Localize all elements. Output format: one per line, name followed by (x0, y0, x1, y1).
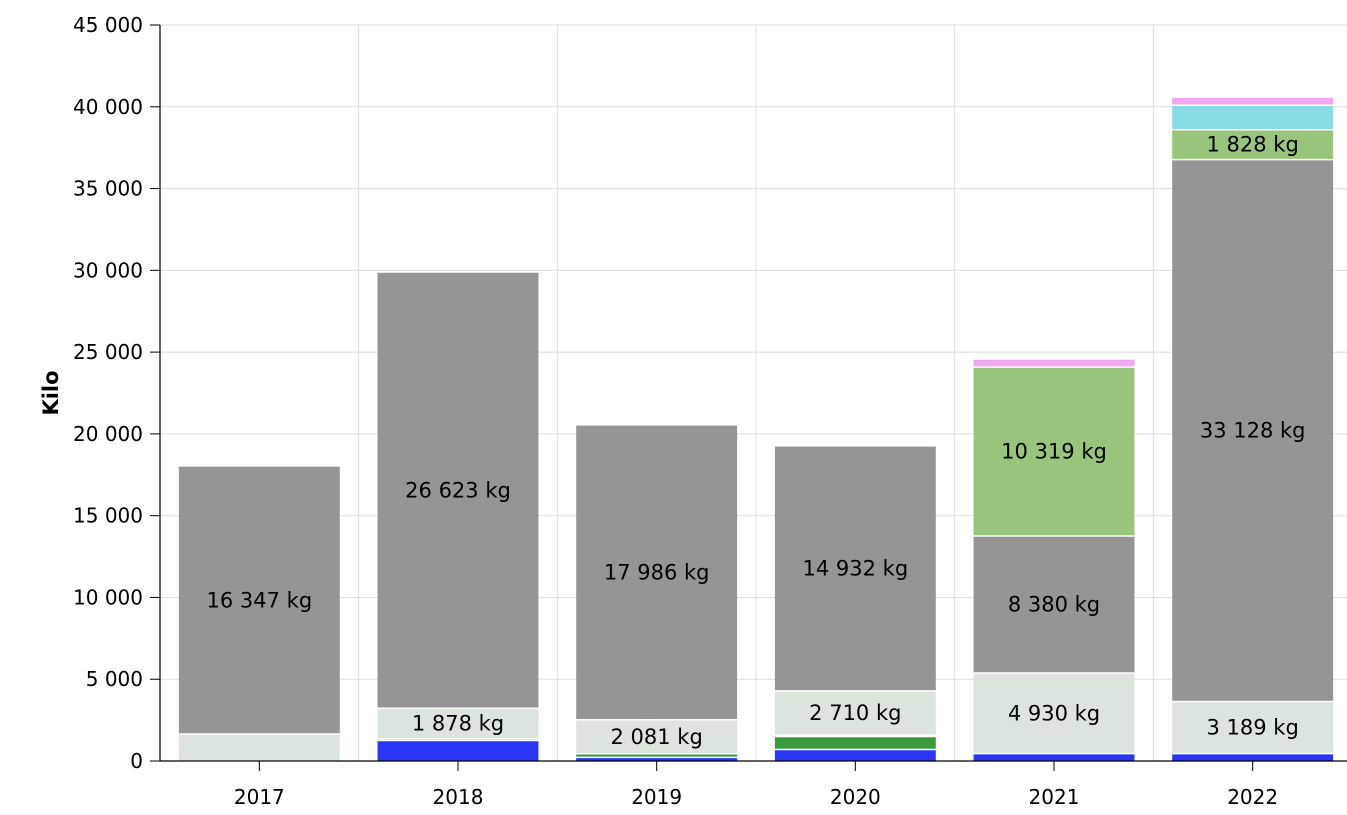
bar-segment (774, 446, 936, 691)
y-axis-title: Kilo (39, 370, 63, 415)
data-label: 4 930 kg (1008, 701, 1100, 725)
bar-segment (973, 753, 1135, 761)
bar-segment (377, 738, 539, 741)
x-tick-label: 2018 (433, 785, 484, 809)
bar-segment (774, 749, 936, 761)
data-label: 1 878 kg (412, 712, 504, 736)
x-tick-label: 2021 (1029, 785, 1080, 809)
bar-segment (973, 367, 1135, 536)
bar-segment (377, 740, 539, 761)
data-label: 33 128 kg (1200, 419, 1306, 443)
axes: 0 5 000 10 000 15 000 20 000 25 000 30 000 35 0… (73, 13, 1347, 809)
bar-segment (576, 425, 738, 720)
data-label: 1 828 kg (1207, 133, 1299, 157)
data-label: 2 081 kg (611, 725, 703, 749)
bar-segment (178, 734, 340, 761)
bar-segment (973, 359, 1135, 368)
bar-segment (576, 753, 738, 758)
x-tick-label: 2017 (234, 785, 285, 809)
data-label: 16 347 kg (207, 588, 313, 612)
bar-segment (178, 466, 340, 735)
data-label: 17 986 kg (604, 561, 710, 585)
data-label: 2 710 kg (809, 701, 901, 725)
bar-segment (377, 272, 539, 709)
bar-segment (576, 719, 738, 754)
y-tick-label: 35 000 (73, 177, 143, 201)
y-tick-label: 5 000 (86, 667, 143, 691)
bar-segment (1172, 701, 1334, 754)
bar-segment (774, 736, 936, 750)
x-tick-label: 2020 (830, 785, 881, 809)
bar-segment (377, 708, 539, 739)
bars (178, 97, 1334, 762)
data-label: 10 319 kg (1001, 440, 1107, 464)
data-label: 26 623 kg (405, 478, 511, 502)
bar-segment (774, 690, 936, 736)
y-tick-label: 40 000 (73, 95, 143, 119)
data-label: 8 380 kg (1008, 592, 1100, 616)
y-tick-label: 25 000 (73, 340, 143, 364)
grid (160, 24, 1347, 761)
bar-segment (1172, 159, 1334, 702)
bar-segment (1172, 97, 1334, 106)
bar-segment (973, 673, 1135, 754)
bar-segment (1172, 129, 1334, 160)
bar-segment (1172, 105, 1334, 130)
y-tick-label: 0 (130, 749, 143, 773)
bar-segment (973, 535, 1135, 674)
y-tick-label: 30 000 (73, 258, 143, 282)
bar-segment (576, 757, 738, 761)
data-label: 14 932 kg (803, 557, 909, 581)
x-tick-label: 2019 (631, 785, 682, 809)
y-tick-label: 45 000 (73, 13, 143, 37)
data-label: 3 189 kg (1207, 716, 1299, 740)
x-tick-label: 2022 (1227, 785, 1278, 809)
y-tick-label: 20 000 (73, 422, 143, 446)
y-tick-label: 10 000 (73, 585, 143, 609)
data-labels: 16 347 kg 1 878 kg 26 623 kg 2 081 kg 17 986… (207, 133, 1306, 749)
y-tick-label: 15 000 (73, 504, 143, 528)
bar-segment (1172, 753, 1334, 761)
